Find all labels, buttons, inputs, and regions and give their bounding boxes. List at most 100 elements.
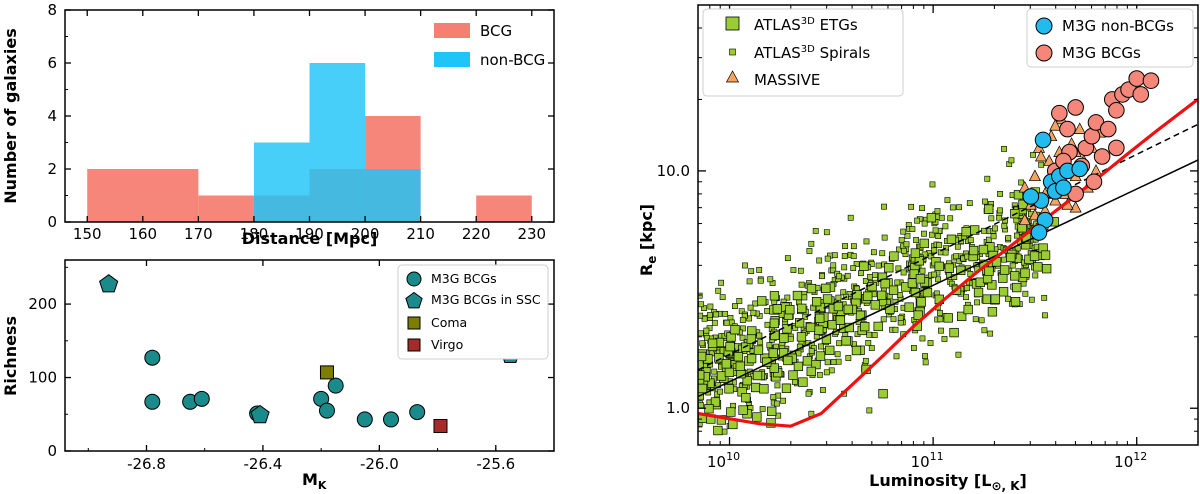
hist-xtick-label: 180 <box>240 225 269 243</box>
hist-ytick-label: 4 <box>47 107 57 125</box>
richness-xtick-label: -26.8 <box>127 455 166 473</box>
legend-marker-massive <box>725 70 740 83</box>
atlas-spiral-point <box>819 273 825 280</box>
atlas-spiral-point <box>967 237 974 244</box>
atlas-etg-point <box>910 287 921 298</box>
atlas-spiral-point <box>932 227 939 234</box>
sl-xtick-label: 1012 <box>1114 450 1147 471</box>
richness-ylabel: Richness <box>1 316 20 396</box>
atlas-spiral-point <box>707 312 713 318</box>
m3g-nonbcg-point <box>1030 224 1048 241</box>
size-luminosity-xlabel-end: ] <box>1020 471 1027 490</box>
fit-lines <box>698 98 1198 428</box>
atlas-spiral-point <box>817 343 824 350</box>
atlas-spiral-point <box>784 294 791 301</box>
sl-xtick-label: 1010 <box>707 450 740 471</box>
atlas-etg-point <box>798 377 808 387</box>
atlas-etg-point <box>1012 282 1022 293</box>
atlas-etg-point <box>998 287 1009 297</box>
atlas-spiral-point <box>897 315 904 321</box>
atlas-etg-point <box>714 353 724 363</box>
atlas-etg-point <box>815 351 826 361</box>
atlas-spiral-point <box>715 287 722 294</box>
atlas-spiral-point <box>909 226 916 232</box>
hist-ytick-label: 0 <box>47 213 57 231</box>
atlas-spiral-point <box>836 273 842 280</box>
legend-label-nonbcg: non-BCG <box>480 51 545 69</box>
size-luminosity-xlabel-sub: ⊙, K <box>991 479 1020 493</box>
atlas-etg-point <box>788 370 798 380</box>
atlas-etg-point <box>915 274 926 284</box>
atlas-etg-point <box>913 310 923 320</box>
size-luminosity-legend-right: M3G non-BCGs M3G BCGs <box>1026 8 1194 68</box>
hist-ytick-label: 8 <box>47 1 57 19</box>
richness-legend-box <box>397 264 549 360</box>
hist-bar-nonbcg <box>365 169 421 222</box>
atlas-spiral-point <box>972 316 979 323</box>
atlas-spiral-point <box>820 387 826 393</box>
atlas-spiral-point <box>738 308 745 315</box>
atlas-etg-point <box>973 287 984 298</box>
hist-ytick-label: 6 <box>47 54 57 72</box>
legend-swatch-nonbcg <box>434 52 470 67</box>
atlas-spiral-point <box>711 319 718 326</box>
atlas-spiral-point <box>929 231 935 238</box>
atlas-etg-point <box>730 325 740 335</box>
richness-point-coma <box>319 365 334 380</box>
atlas-spiral-point <box>894 279 901 286</box>
atlas-etg-point <box>781 383 792 393</box>
atlas-spiral-point <box>780 397 786 404</box>
atlas-etg-point <box>1029 251 1040 261</box>
massive-point <box>1028 169 1041 182</box>
atlas-spiral-point <box>824 255 831 262</box>
atlas-spiral-point <box>934 208 941 214</box>
atlas-spiral-point <box>1001 145 1007 152</box>
richness-points <box>99 274 520 434</box>
richness-point-bcg <box>409 404 426 421</box>
sl-xtick-exp: 10 <box>726 450 740 463</box>
atlas-spiral-point <box>919 267 926 274</box>
m3g-points <box>1022 70 1160 241</box>
sl-xtick-exp: 12 <box>1133 450 1147 463</box>
size-luminosity-xlabel: Luminosity [L⊙, K] <box>869 471 1027 493</box>
atlas-spiral-point <box>974 299 980 306</box>
atlas-spiral-point <box>784 255 791 262</box>
atlas-spiral-point <box>898 237 905 244</box>
atlas-spiral-point <box>853 261 860 267</box>
atlas-etg-point <box>698 370 705 380</box>
legend-left-box <box>702 8 904 97</box>
size-luminosity-xlabel-main: Luminosity [L <box>869 471 991 490</box>
atlas-spiral-point <box>850 265 857 271</box>
atlas-etg-point <box>769 291 780 301</box>
atlas-etg-point <box>1042 264 1052 274</box>
atlas-spiral-point <box>774 400 780 407</box>
atlas-spiral-point <box>955 351 962 358</box>
richness-point-bcg <box>144 393 161 410</box>
atlas-spiral-point <box>908 203 915 210</box>
atlas-spiral-point <box>801 294 808 301</box>
legend-label-m3g-bcgs-right: M3G BCGs <box>1062 44 1141 62</box>
richness-xlabel: MK <box>302 470 327 492</box>
atlas-etg-point <box>934 261 944 271</box>
sl-xtick-base: 10 <box>1114 453 1133 471</box>
m3g-bcg-point <box>1108 139 1125 157</box>
atlas-spiral-point <box>707 303 714 310</box>
legend-right-box <box>1026 8 1194 68</box>
richness-ticks: -26.8 -26.4 -26.0 -25.6 0 100 200 <box>28 260 554 473</box>
atlas-etg-point <box>889 251 899 261</box>
hist-bar-bcg <box>87 169 199 222</box>
atlas-spiral-point <box>812 228 819 234</box>
atlas-spiral-point <box>711 368 718 375</box>
atlas-spiral-point <box>942 249 949 256</box>
atlas-etg-point <box>863 291 873 301</box>
atlas-spiral-point <box>881 203 887 210</box>
atlas-spiral-point <box>739 317 746 323</box>
atlas-spiral-point <box>790 267 797 273</box>
atlas-spiral-point <box>828 367 835 374</box>
atlas-etg-point <box>792 290 803 301</box>
atlas-spiral-point <box>1038 161 1045 168</box>
atlas-spiral-point <box>712 311 719 318</box>
atlas-etg-point <box>769 363 779 373</box>
richness-xtick-label: -26.4 <box>244 455 283 473</box>
atlas-spiral-point <box>830 359 837 365</box>
